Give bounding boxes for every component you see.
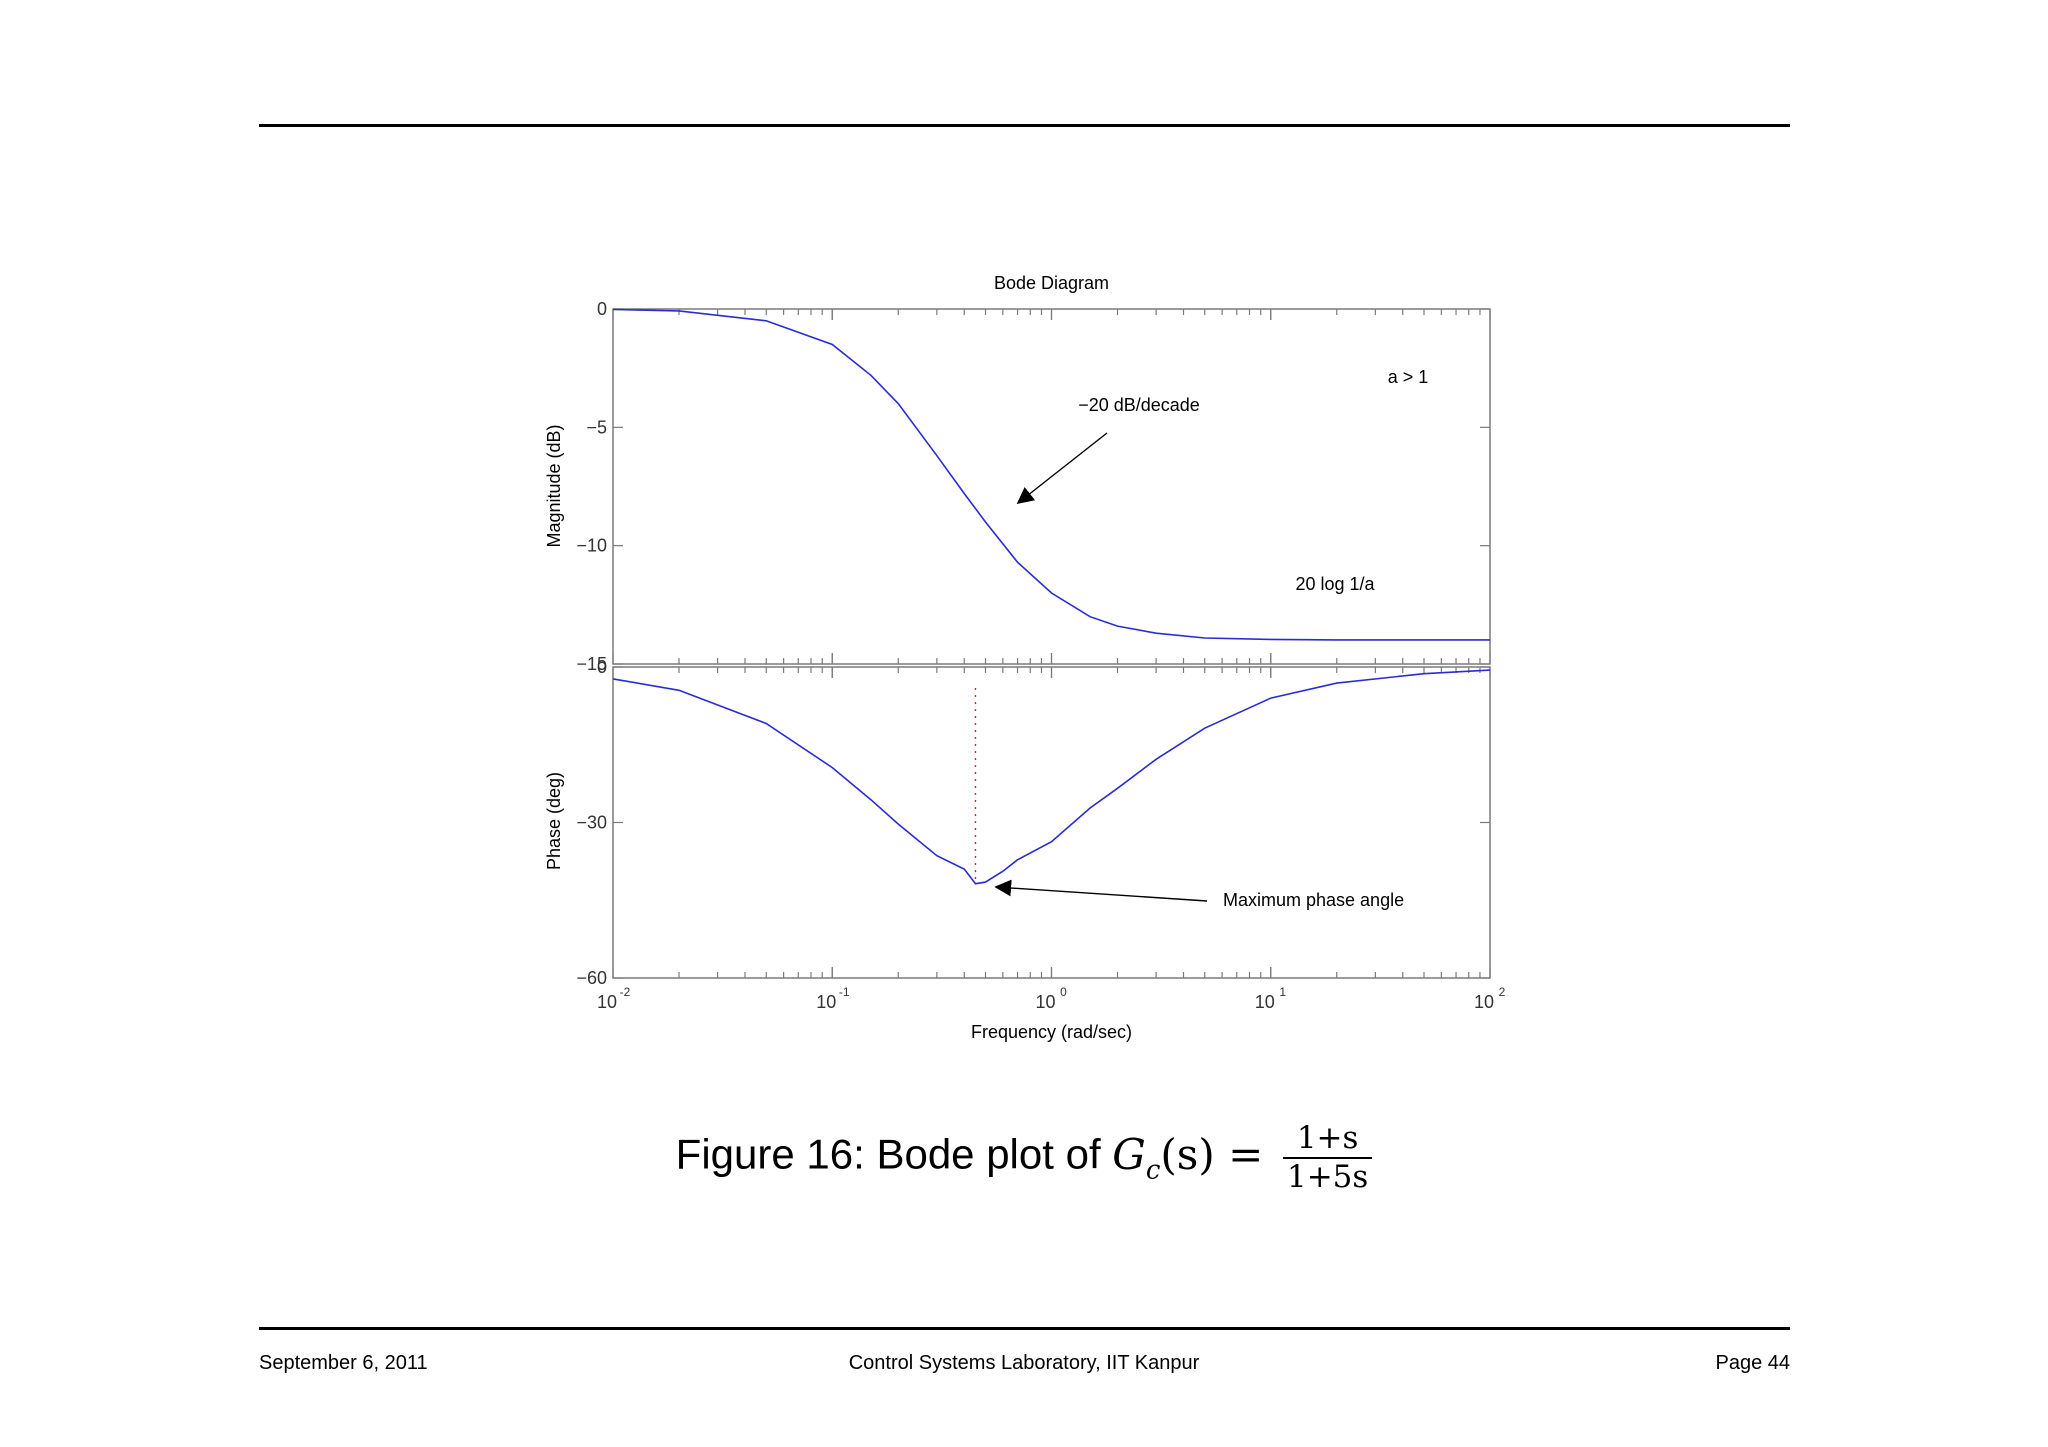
magnitude-y-tick-label: −15 [576,654,607,674]
max-phase-arrow [994,879,1208,902]
top-rule [259,124,1790,127]
magnitude-y-tick-label: −5 [586,417,607,437]
annotation-slope: −20 dB/decade [1078,395,1200,415]
figure-caption: Figure 16: Bode plot of Gc(s) = 1+s 1+5s [0,1122,2048,1193]
x-tick-label: 10 [597,992,617,1012]
bottom-rule [259,1327,1790,1330]
phase-y-tick-label: 0 [597,657,607,677]
caption-prefix: Figure 16: Bode plot of [675,1130,1101,1178]
caption-denominator: 1+5s [1286,1158,1369,1195]
caption-fraction: 1+s 1+5s [1282,1122,1373,1195]
x-tick-label: 10 [1255,992,1275,1012]
magnitude-series-line [612,308,1490,641]
phase-axes-box [612,666,1491,979]
phase-y-tick-label: −60 [576,968,607,988]
x-tick-label: 10 [816,992,836,1012]
footer-page: Page 44 [1715,1352,1790,1374]
caption-numerator: 1+s [1282,1122,1373,1159]
caption-lhs: Gc(s) = [1112,1129,1264,1186]
annotation-max-phase: Maximum phase angle [1223,890,1404,910]
phase-y-tick-label: −30 [576,813,607,833]
x-tick-exponent: 1 [1279,985,1286,999]
magnitude-y-tick-label: −10 [576,536,607,556]
x-tick-exponent: -1 [839,985,850,999]
phase-series-line [612,669,1491,885]
x-tick-exponent: 0 [1060,985,1067,999]
slope-arrow [1016,432,1108,505]
magnitude-y-tick-label: 0 [597,299,607,319]
footer-center: Control Systems Laboratory, IIT Kanpur [848,1352,1200,1374]
phase-y-axis-label: Phase (deg) [544,772,564,870]
x-axis-label: Frequency (rad/sec) [971,1022,1132,1042]
x-tick-label: 10 [1474,992,1494,1012]
magnitude-axes-box [612,308,1491,665]
annotation-a-gt-1: a > 1 [1388,367,1429,387]
chart-title: Bode Diagram [994,273,1109,293]
x-tick-exponent: -2 [620,985,631,999]
x-tick-label: 10 [1035,992,1055,1012]
footer-date: September 6, 2011 [259,1352,428,1374]
magnitude-y-axis-label: Magnitude (dB) [544,424,564,547]
x-tick-exponent: 2 [1499,985,1506,999]
annotation-high-freq-gain: 20 log 1/a [1295,574,1375,594]
